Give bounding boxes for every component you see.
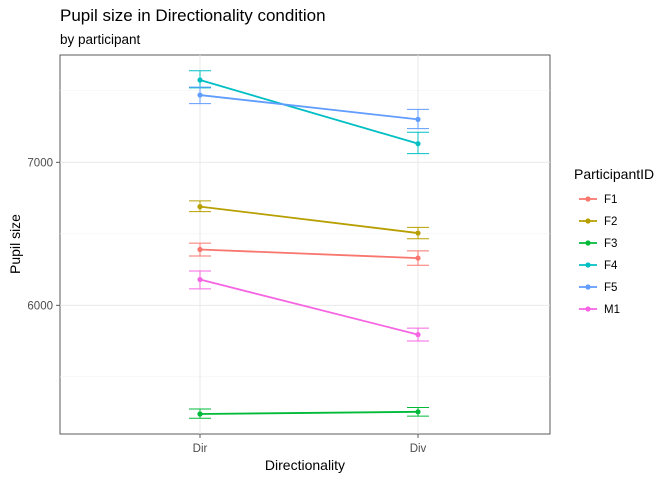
data-point [415,409,421,415]
data-point [415,230,421,236]
legend: ParticipantID F1 F2 F3 F4 F5 M1 [574,166,654,316]
y-tick-label: 7000 [27,157,53,169]
series-line [199,94,419,121]
legend-item-f1: F1 [579,194,617,206]
legend-item-f5: F5 [579,282,617,294]
legend-item-f4: F4 [579,260,618,272]
legend-label: F5 [604,282,617,294]
y-tick-label: 6000 [27,300,53,312]
data-point [197,246,203,253]
legend-label: M1 [604,304,620,316]
series-f4 [189,70,429,155]
legend-item-m1: M1 [579,304,620,316]
x-tick-label: Dir [193,443,208,455]
data-point [415,332,421,338]
legend-key-point [585,218,591,224]
series-m1 [189,270,429,342]
x-axis-title: Directionality [265,457,345,473]
axis-ticks: 6000 7000 Dir Div [27,157,426,455]
data-point [197,276,203,283]
legend-key-point [585,196,591,202]
legend-item-f2: F2 [579,216,617,228]
series-f5 [189,86,429,130]
chart-subtitle: by participant [60,32,141,47]
series-f2 [189,200,429,240]
series-group [189,70,429,419]
legend-item-f3: F3 [579,238,617,250]
chart-title: Pupil size in Directionality condition [60,6,326,25]
series-f1 [189,242,429,266]
legend-label: F3 [604,238,617,250]
y-axis-title: Pupil size [7,214,23,274]
legend-key-point [585,240,591,246]
legend-key-point [585,262,591,268]
series-line [199,278,419,336]
x-tick-label: Div [410,443,427,455]
data-point [415,255,421,261]
data-point [415,141,421,147]
data-point [197,204,203,210]
data-point [415,116,421,122]
series-line [199,410,419,415]
legend-key-point [585,284,591,290]
legend-label: F2 [604,216,617,228]
legend-label: F4 [604,260,618,272]
plot-panel [59,54,551,435]
series-line [199,79,419,145]
legend-label: F1 [604,194,617,206]
series-line [199,205,419,234]
legend-title: ParticipantID [574,166,654,182]
series-f3 [189,407,429,419]
series-line [199,248,419,259]
data-point [197,92,203,98]
data-point [197,77,203,83]
legend-key-point [585,306,591,312]
data-point [197,411,203,417]
